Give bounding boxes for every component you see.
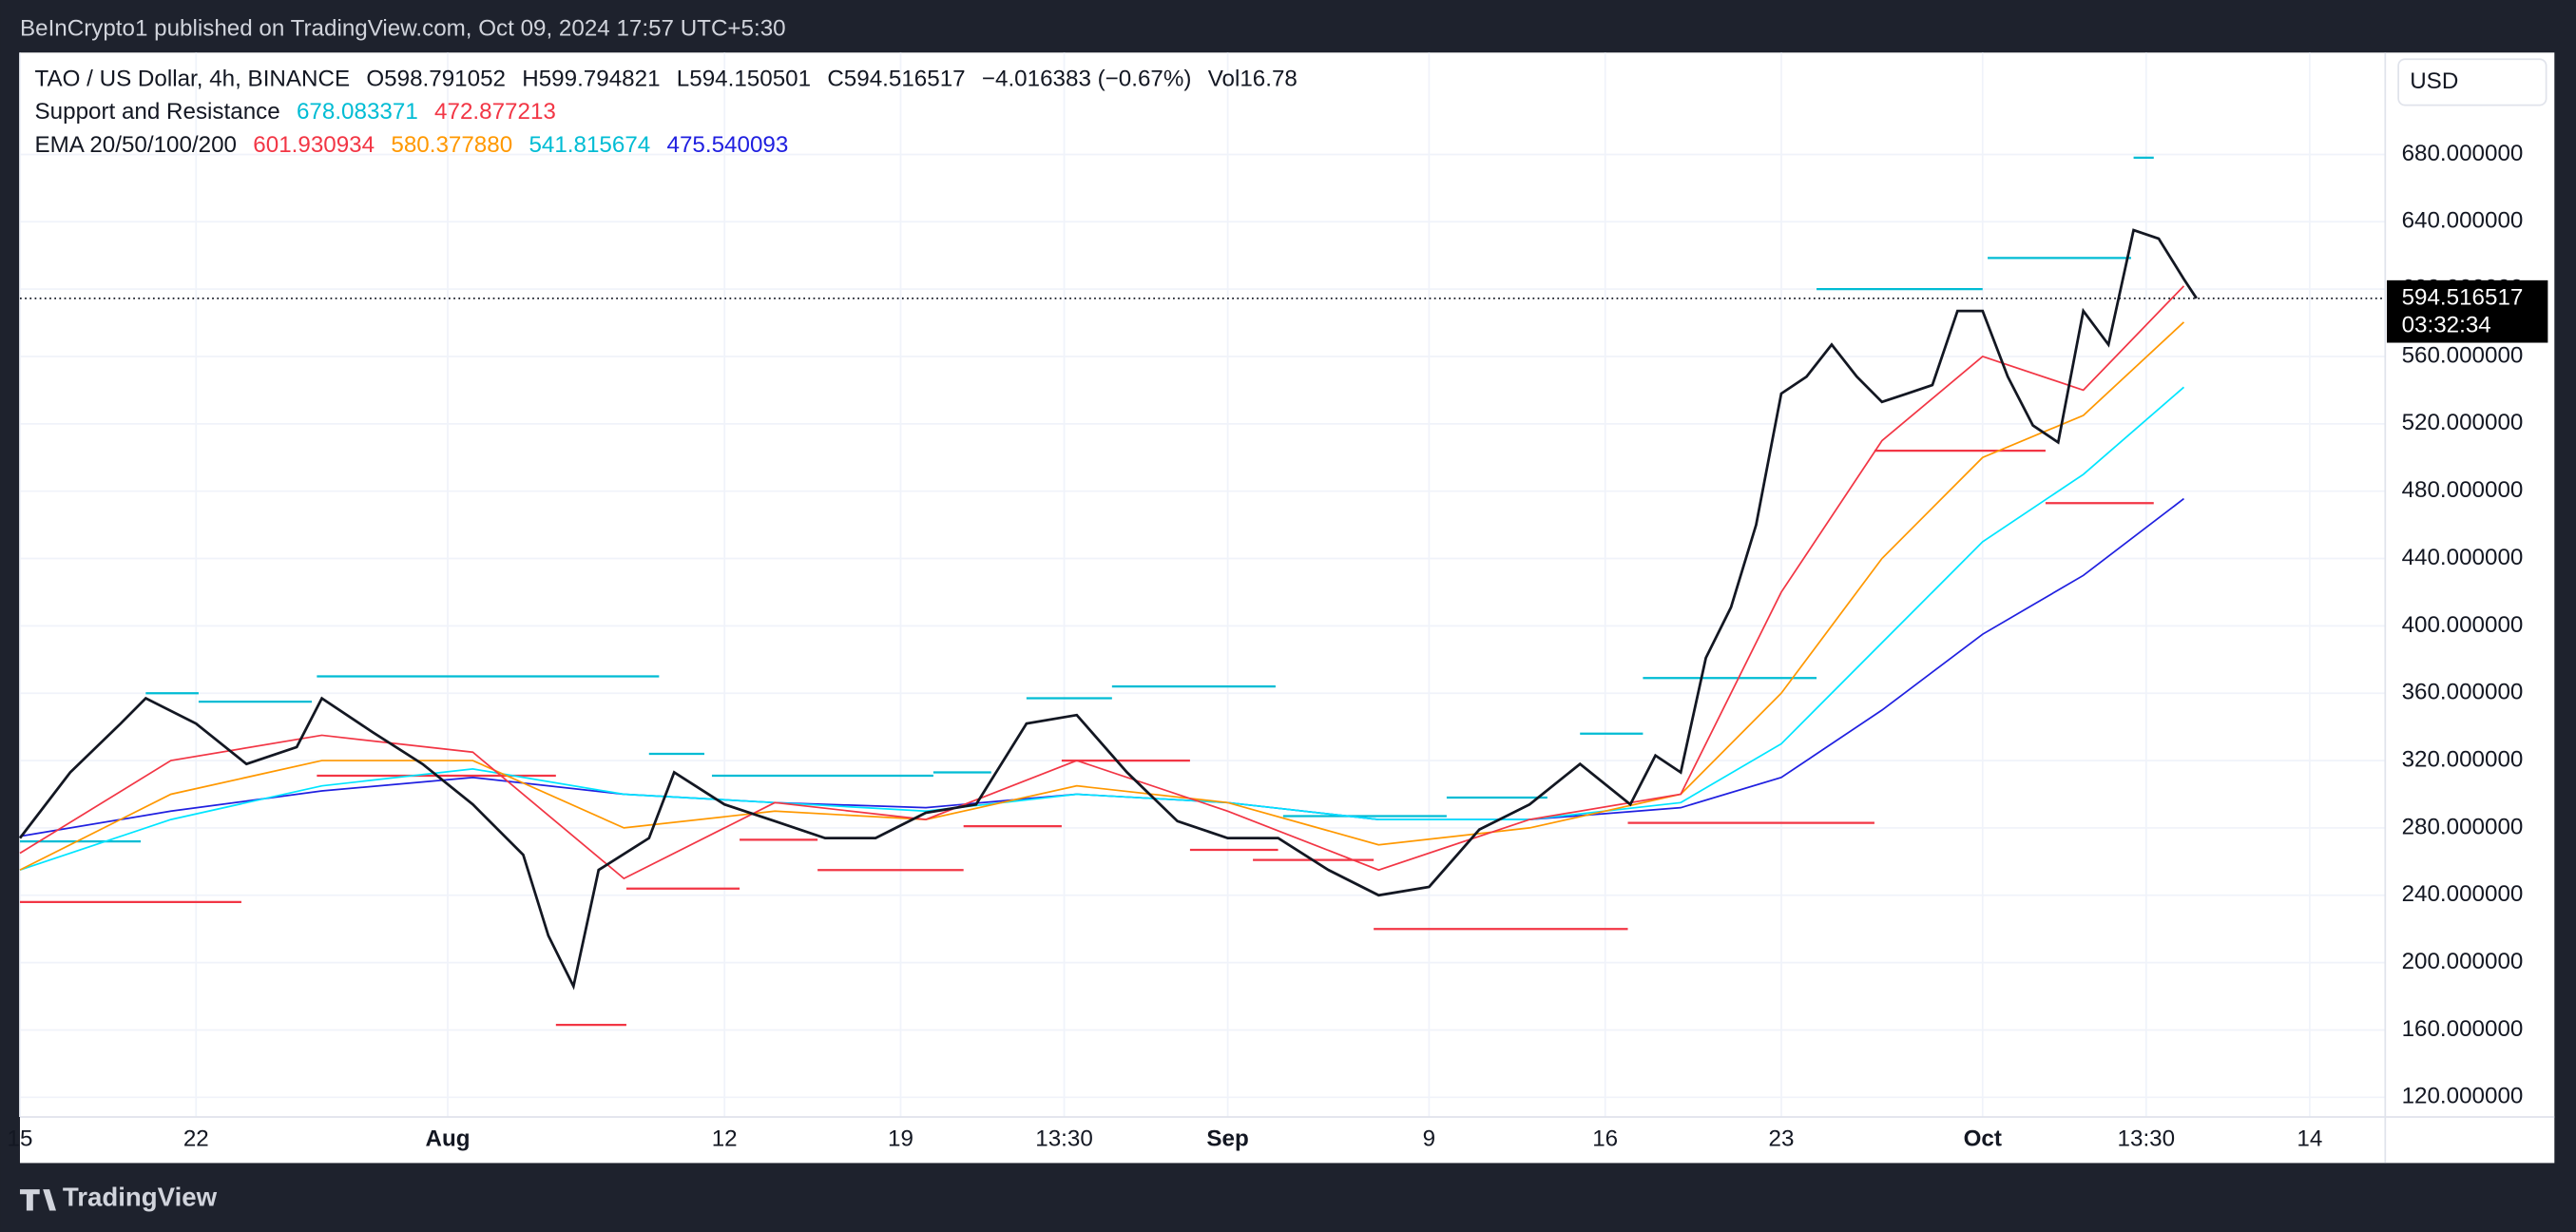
y-tick-label: 560.000000 (2402, 342, 2524, 368)
last-price-label: 594.516517 (2402, 284, 2524, 310)
brand: TradingView (63, 1183, 218, 1212)
legend-line: EMA 20/50/100/200 601.930934 580.377880 541… (35, 132, 789, 158)
legend-item: 472.877213 (434, 100, 556, 125)
legend-item: Vol16.78 (1208, 67, 1298, 92)
y-tick-label: 360.000000 (2402, 680, 2524, 705)
price-line (19, 321, 2185, 871)
y-tick-label: 120.000000 (2402, 1084, 2524, 1109)
legend-item: −4.016383 (−0.67%) (982, 67, 1192, 92)
x-tick-label: 16 (1592, 1126, 1618, 1152)
currency-button[interactable] (2397, 58, 2547, 106)
price-line (19, 285, 2185, 880)
legend-item: TAO / US Dollar, 4h, BINANCE (35, 67, 351, 92)
price-line (18, 228, 2198, 991)
x-tick-label: 22 (183, 1126, 209, 1152)
legend-item: H599.794821 (522, 67, 660, 92)
x-tick-label: 9 (1423, 1126, 1435, 1152)
x-tick-label: 13:30 (1035, 1126, 1093, 1152)
legend-item: C594.516517 (827, 67, 965, 92)
last-price-box (2387, 279, 2548, 343)
x-tick-label: Aug (425, 1126, 470, 1152)
x-tick-label: 13:30 (2118, 1126, 2176, 1152)
legend-item: O598.791052 (366, 67, 506, 92)
y-tick-label: 320.000000 (2402, 746, 2524, 772)
y-tick-label: 280.000000 (2402, 814, 2524, 839)
legend-item: Support and Resistance (35, 100, 280, 125)
y-tick-label: 200.000000 (2402, 949, 2524, 974)
y-tick-label: 680.000000 (2402, 141, 2524, 166)
legend-item: 601.930934 (253, 132, 375, 158)
legend-item: 678.083371 (297, 100, 418, 125)
publisher: BeInCrypto1 published on TradingView.com… (20, 15, 786, 41)
y-tick-label: 440.000000 (2402, 545, 2524, 570)
currency: USD (2410, 68, 2458, 94)
legend-line: Support and Resistance 678.083371 472.8772… (35, 100, 556, 125)
y-tick-label: 160.000000 (2402, 1016, 2524, 1042)
brand-logo (19, 1189, 56, 1211)
chart-panel (19, 52, 2555, 1164)
legend-item: 580.377880 (391, 132, 512, 158)
legend: TAO / US Dollar, 4h, BINANCE O598.791052 H… (35, 67, 1298, 158)
legend-line: TAO / US Dollar, 4h, BINANCE O598.791052 H… (35, 67, 1298, 92)
legend-item: L594.150501 (677, 67, 811, 92)
countdown: 03:32:34 (2402, 313, 2491, 338)
y-tick-label: 520.000000 (2402, 410, 2524, 435)
legend-item: 475.540093 (667, 132, 789, 158)
x-tick-label: 23 (1769, 1126, 1795, 1152)
y-tick-label: 400.000000 (2402, 612, 2524, 638)
x-tick-label: Oct (1964, 1126, 2002, 1152)
y-tick-label: 640.000000 (2402, 208, 2524, 234)
x-tick-label: Sep (1206, 1126, 1248, 1152)
legend-item: 541.815674 (529, 132, 650, 158)
x-tick-label: 15 (8, 1126, 33, 1152)
y-tick-label: 240.000000 (2402, 881, 2524, 907)
x-tick-label: 12 (712, 1126, 738, 1152)
x-tick-label: 19 (888, 1126, 913, 1152)
x-tick-label: 14 (2297, 1126, 2322, 1152)
legend-item: EMA 20/50/100/200 (35, 132, 237, 158)
plot: 120.000000 160.000000 200.000000 240.000000… (8, 52, 2555, 1164)
y-tick-label: 480.000000 (2402, 477, 2524, 503)
